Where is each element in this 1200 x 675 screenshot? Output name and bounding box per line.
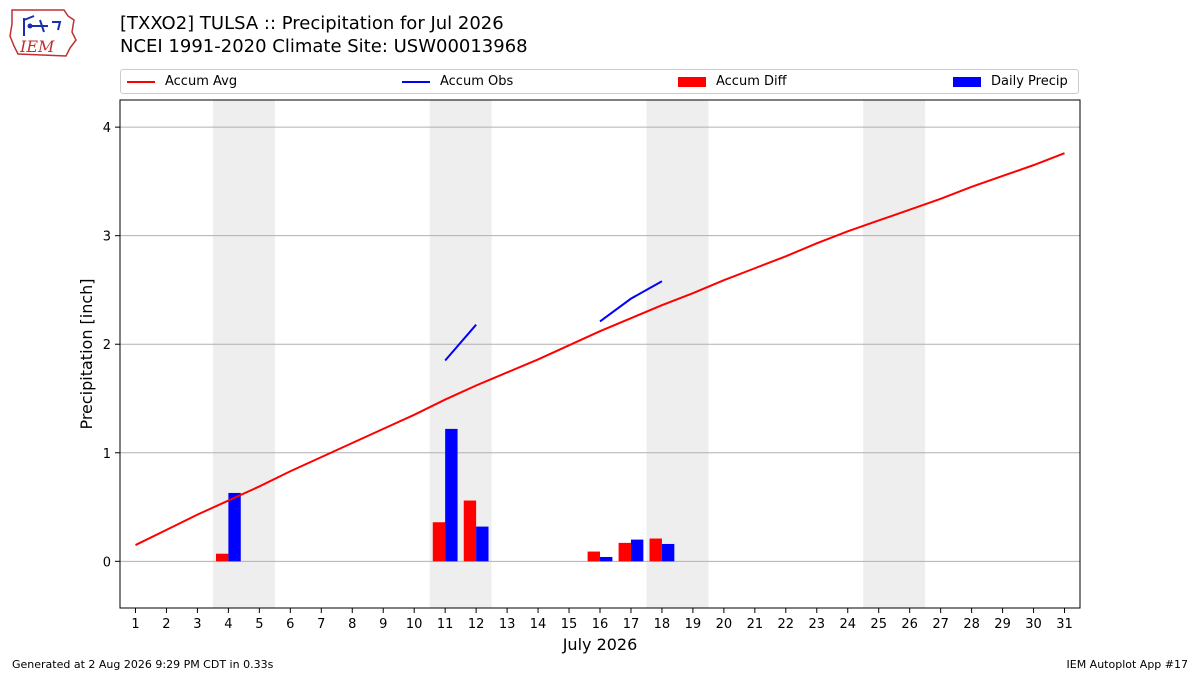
x-tick-label: 11 [437,617,454,632]
x-tick-label: 16 [592,617,609,632]
x-tick-label: 20 [716,617,733,632]
x-tick-label: 2 [162,617,170,632]
y-tick-label: 0 [103,555,111,570]
y-tick-label: 1 [103,447,111,462]
legend-item-accum-diff: Accum Diff [678,70,787,93]
x-tick-label: 22 [778,617,795,632]
legend-swatch-daily-precip [953,76,981,87]
accum-diff-bar [463,500,477,562]
weekend-band [646,100,709,608]
legend-label-accum-obs: Accum Obs [440,74,514,89]
x-tick-label: 15 [561,617,578,632]
chart-title: [TXXO2] TULSA :: Precipitation for Jul 2… [120,12,528,58]
accum-obs-line [599,280,663,323]
svg-text:IEM: IEM [19,37,55,56]
daily-precip-bar [630,539,644,562]
x-tick-label: 26 [901,617,918,632]
daily-precip-bar [661,543,675,562]
accum-diff-bar [432,522,446,562]
legend-item-daily-precip: Daily Precip [953,70,1068,93]
accum-diff-bar [649,538,662,562]
weekend-band [212,100,275,608]
x-tick-label: 28 [963,617,980,632]
accum-diff-bar [618,542,631,562]
title-line-2: NCEI 1991-2020 Climate Site: USW00013968 [120,36,528,57]
x-tick-label: 8 [348,617,356,632]
x-tick-label: 7 [317,617,325,632]
y-tick-label: 4 [103,121,111,136]
x-tick-label: 4 [224,617,232,632]
legend-label-daily-precip: Daily Precip [991,74,1068,89]
iem-logo: IEM [8,6,80,58]
accum-avg-line [135,152,1065,546]
y-tick-label: 2 [103,338,111,353]
x-tick-label: 23 [809,617,826,632]
x-tick-label: 6 [286,617,294,632]
x-axis-label: July 2026 [562,635,638,654]
x-tick-label: 3 [193,617,201,632]
x-tick-label: 14 [530,617,547,632]
accum-diff-bar [216,553,229,562]
daily-precip-bar [476,526,489,562]
x-tick-label: 12 [468,617,485,632]
accum-diff-bar [587,551,600,562]
x-tick-label: 9 [379,617,387,632]
legend-swatch-accum-diff [678,76,706,87]
x-tick-label: 5 [255,617,263,632]
x-tick-label: 17 [623,617,640,632]
x-tick-label: 19 [685,617,702,632]
x-tick-label: 13 [499,617,516,632]
legend-item-accum-avg: Accum Avg [127,70,237,93]
legend-label-accum-avg: Accum Avg [165,74,238,89]
x-tick-label: 27 [932,617,949,632]
daily-precip-bar [228,492,241,562]
x-tick-label: 10 [406,617,423,632]
x-tick-label: 21 [747,617,764,632]
accum-obs-line [444,324,477,362]
x-tick-label: 30 [1025,617,1042,632]
x-tick-label: 25 [870,617,887,632]
daily-precip-bar [600,556,613,562]
legend-label-accum-diff: Accum Diff [716,74,787,89]
x-tick-label: 31 [1056,617,1073,632]
x-tick-label: 24 [839,617,856,632]
chart-legend: Accum Avg Accum Obs Accum Diff Daily Pre… [120,69,1079,94]
app-label: IEM Autoplot App #17 [1066,658,1189,671]
iem-logo-graphic: IEM [9,9,77,57]
generated-timestamp: Generated at 2 Aug 2026 9:29 PM CDT in 0… [12,658,274,671]
x-tick-label: 29 [994,617,1011,632]
weekend-band [863,100,926,608]
daily-precip-bar [445,428,458,562]
x-tick-label: 18 [654,617,671,632]
legend-item-accum-obs: Accum Obs [402,70,513,93]
y-axis-label: Precipitation [inch] [77,278,96,429]
legend-swatch-accum-avg [127,80,155,83]
x-tick-label: 1 [131,617,139,632]
legend-swatch-accum-obs [402,80,430,83]
y-tick-label: 3 [103,230,111,245]
title-line-1: [TXXO2] TULSA :: Precipitation for Jul 2… [120,13,504,34]
